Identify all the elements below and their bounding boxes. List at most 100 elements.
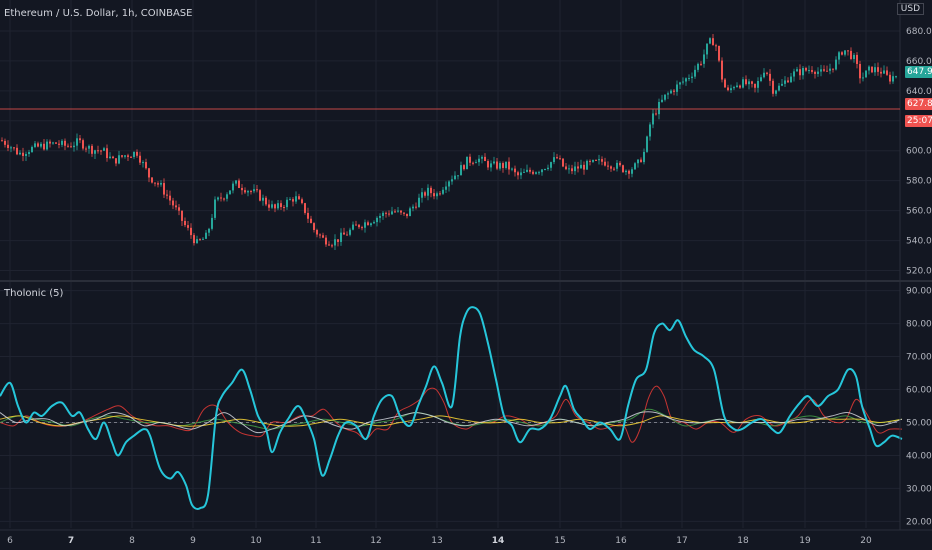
candle-body bbox=[562, 158, 564, 167]
candle-body bbox=[640, 159, 642, 163]
candle-body bbox=[676, 84, 678, 92]
candle-body bbox=[298, 196, 300, 200]
x-tick-label: 17 bbox=[676, 536, 687, 546]
candle-body bbox=[583, 164, 585, 170]
candle-body bbox=[223, 198, 225, 200]
candle-body bbox=[16, 147, 18, 155]
candle-body bbox=[877, 67, 879, 72]
candle-body bbox=[286, 199, 288, 208]
candle-body bbox=[823, 69, 825, 71]
candle-body bbox=[757, 81, 759, 88]
candle-body bbox=[769, 73, 771, 81]
candle-body bbox=[736, 85, 738, 88]
candle-body bbox=[451, 179, 453, 182]
candle-body bbox=[307, 212, 309, 219]
candle-body bbox=[565, 166, 567, 170]
candle-body bbox=[637, 159, 639, 164]
candle-body bbox=[889, 74, 891, 82]
candle-body bbox=[106, 148, 108, 159]
candle-body bbox=[718, 45, 720, 61]
candle-body bbox=[313, 223, 315, 230]
candle-body bbox=[895, 76, 897, 78]
candle-body bbox=[589, 160, 591, 162]
candle-body bbox=[661, 99, 663, 102]
candle-body bbox=[487, 161, 489, 168]
candle-body bbox=[619, 162, 621, 166]
grid-lines bbox=[0, 0, 900, 528]
candle-body bbox=[337, 239, 339, 242]
candle-body bbox=[373, 222, 375, 224]
candle-body bbox=[658, 101, 660, 115]
candle-body bbox=[826, 70, 828, 72]
candle-body bbox=[88, 145, 90, 149]
candle-body bbox=[847, 50, 849, 52]
candle-body bbox=[4, 140, 6, 145]
candle-body bbox=[142, 162, 144, 164]
candle-body bbox=[220, 197, 222, 199]
candle-body bbox=[811, 70, 813, 72]
candle-body bbox=[775, 90, 777, 94]
candle-body bbox=[25, 153, 27, 156]
candle-body bbox=[820, 69, 822, 72]
candle-body bbox=[73, 145, 75, 148]
candle-body bbox=[580, 164, 582, 169]
indicator-title[interactable]: Tholonic (5) bbox=[4, 288, 64, 299]
candle-body bbox=[238, 180, 240, 188]
candle-body bbox=[814, 71, 816, 74]
candle-body bbox=[190, 227, 192, 236]
candle-body bbox=[490, 163, 492, 168]
candle-body bbox=[199, 239, 201, 241]
candle-body bbox=[145, 162, 147, 169]
candle-body bbox=[76, 138, 78, 146]
candle-body bbox=[211, 217, 213, 229]
candle-body bbox=[100, 150, 102, 152]
candle-body bbox=[715, 45, 717, 47]
price-tick-label: 580.00 bbox=[906, 177, 932, 187]
candle-body bbox=[202, 238, 204, 240]
x-tick-label: 20 bbox=[860, 536, 872, 546]
candle-body bbox=[724, 79, 726, 88]
candle-body bbox=[787, 80, 789, 83]
candle-body bbox=[628, 170, 630, 174]
candle-body bbox=[766, 72, 768, 74]
candle-body bbox=[634, 163, 636, 170]
candle-body bbox=[13, 147, 15, 149]
candle-body bbox=[862, 77, 864, 79]
candle-body bbox=[103, 148, 105, 151]
x-tick-label: 10 bbox=[250, 536, 262, 546]
symbol-title[interactable]: Ethereum / U.S. Dollar, 1h, COINBASE bbox=[4, 8, 193, 19]
price-candles bbox=[1, 34, 897, 251]
candle-body bbox=[187, 225, 189, 228]
candle-body bbox=[22, 152, 24, 156]
candle-body bbox=[523, 171, 525, 173]
candle-body bbox=[874, 67, 876, 73]
candle-body bbox=[217, 197, 219, 200]
currency-button[interactable]: USD bbox=[896, 3, 924, 15]
candle-body bbox=[256, 189, 258, 191]
candle-body bbox=[244, 190, 246, 193]
candle-body bbox=[712, 38, 714, 46]
candle-body bbox=[94, 150, 96, 154]
candle-body bbox=[751, 81, 753, 84]
x-tick-label: 16 bbox=[615, 536, 627, 546]
candle-body bbox=[166, 194, 168, 196]
line-price-tag: 627.87 bbox=[905, 98, 932, 110]
candle-body bbox=[802, 67, 804, 76]
candle-body bbox=[865, 70, 867, 78]
candle-body bbox=[682, 81, 684, 83]
candle-body bbox=[364, 222, 366, 228]
candle-body bbox=[697, 63, 699, 70]
candle-body bbox=[859, 63, 861, 79]
candle-body bbox=[520, 172, 522, 176]
candle-body bbox=[280, 203, 282, 208]
candle-body bbox=[610, 166, 612, 169]
price-tick-label: 600.00 bbox=[906, 147, 932, 157]
candle-body bbox=[160, 183, 162, 185]
candle-body bbox=[34, 143, 36, 147]
candle-body bbox=[304, 203, 306, 213]
candle-body bbox=[844, 50, 846, 55]
candle-body bbox=[412, 206, 414, 209]
candle-body bbox=[253, 189, 255, 192]
candle-body bbox=[721, 60, 723, 80]
